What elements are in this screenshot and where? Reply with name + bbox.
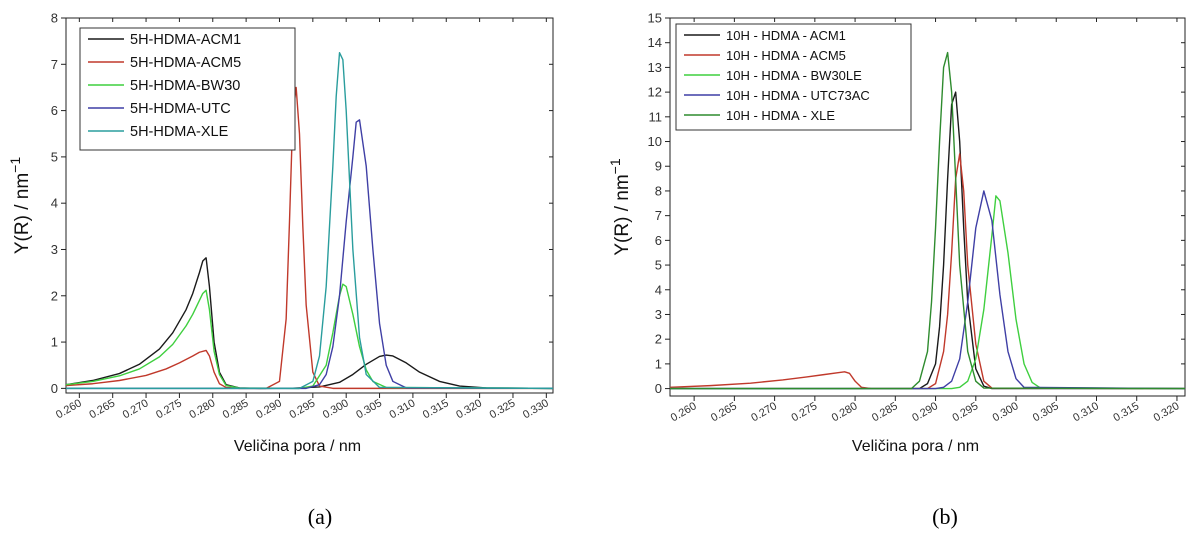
- y-tick-label: 6: [655, 233, 662, 248]
- legend-entry: 10H - HDMA - BW30LE: [726, 68, 862, 83]
- legend-entry: 10H - HDMA - XLE: [726, 108, 835, 123]
- legend-entry: 10H - HDMA - UTC73AC: [726, 88, 870, 103]
- series-line-5: [670, 51, 1185, 390]
- x-tick-label: 0.320: [1152, 400, 1182, 424]
- y-tick-label: 2: [51, 288, 58, 303]
- y-tick-label: 4: [51, 196, 58, 211]
- chart-panel-b: 0.260 0.265 0.270 0.275 0.280 0.285 0.290 0.295…: [607, 11, 1186, 529]
- x-tick-label: 0.275: [790, 400, 820, 424]
- y-tick-label: 2: [655, 332, 662, 347]
- series-line-4: [670, 190, 1185, 390]
- legend-box: [675, 23, 912, 131]
- x-tick-label: 0.295: [950, 400, 980, 424]
- x-tick-label: 0.290: [910, 400, 940, 424]
- legend-entry: 5H-HDMA-XLE: [130, 124, 229, 140]
- x-tick-label: 0.285: [870, 400, 900, 424]
- legend-box: [79, 27, 296, 151]
- legend-entry: 10H - HDMA - ACM5: [726, 48, 846, 63]
- x-tick-label: 0.315: [1111, 400, 1141, 424]
- y-tick-label: 9: [655, 159, 662, 174]
- x-tick-label: 0.305: [354, 397, 384, 421]
- y-tick-label: 11: [649, 109, 663, 124]
- y-tick-label: 1: [655, 356, 662, 371]
- y-axis-title-exponent: −1: [607, 158, 623, 174]
- plot-frame: [669, 17, 1186, 397]
- y-tick-label: 14: [648, 35, 662, 50]
- y-tick-label: 3: [655, 307, 662, 322]
- x-tick-label: 0.310: [388, 397, 418, 421]
- series-line-3: [670, 195, 1185, 390]
- x-tick-label: 0.265: [87, 397, 117, 421]
- x-axis-title: Veličina pora / nm: [852, 438, 979, 455]
- x-tick-label: 0.305: [1031, 400, 1061, 424]
- y-tick-label: 0: [655, 381, 662, 396]
- series-line-4: [66, 119, 553, 390]
- x-tick-label: 0.290: [254, 397, 284, 421]
- x-tick-label: 0.295: [287, 397, 317, 421]
- legend-entry: 10H - HDMA - ACM1: [726, 28, 846, 43]
- x-tick-label: 0.270: [749, 400, 779, 424]
- plot-frame: [65, 17, 554, 394]
- x-axis-title: Veličina pora / nm: [234, 438, 361, 455]
- y-axis-title: Y(R) / nm−1: [7, 157, 33, 254]
- x-tick-label: 0.280: [830, 400, 860, 424]
- y-tick-label: 5: [51, 149, 58, 164]
- figure-caption: (b): [932, 504, 958, 529]
- x-tick-label: 0.265: [709, 400, 739, 424]
- y-tick-label: 12: [648, 85, 662, 100]
- x-tick-label: 0.300: [991, 400, 1021, 424]
- y-tick-label: 8: [655, 183, 662, 198]
- series-line-5: [66, 52, 553, 390]
- series-line-1: [670, 91, 1185, 390]
- y-tick-label: 6: [51, 103, 58, 118]
- x-tick-label: 0.260: [54, 397, 84, 421]
- y-axis-title-exponent: −1: [7, 157, 23, 173]
- series-line-3: [66, 283, 553, 390]
- y-tick-label: 4: [655, 282, 662, 297]
- legend-entry: 5H-HDMA-BW30: [130, 78, 240, 94]
- x-tick-label: 0.310: [1071, 400, 1101, 424]
- y-axis-title: Y(R) / nm−1: [607, 158, 633, 255]
- y-tick-label: 7: [655, 208, 662, 223]
- x-tick-label: 0.285: [221, 397, 251, 421]
- y-tick-label: 1: [51, 335, 58, 350]
- x-tick-label: 0.315: [421, 397, 451, 421]
- x-tick-label: 0.300: [321, 397, 351, 421]
- x-tick-label: 0.330: [521, 397, 551, 421]
- x-tick-label: 0.260: [669, 400, 699, 424]
- legend-entry: 5H-HDMA-ACM5: [130, 55, 241, 71]
- y-tick-label: 8: [51, 11, 58, 26]
- y-tick-label: 15: [648, 11, 662, 26]
- y-tick-label: 7: [51, 57, 58, 72]
- figure-caption: (a): [308, 504, 332, 529]
- y-tick-label: 5: [655, 258, 662, 273]
- x-tick-label: 0.275: [154, 397, 184, 421]
- x-tick-label: 0.280: [187, 397, 217, 421]
- x-tick-label: 0.325: [488, 397, 518, 421]
- legend-entry: 5H-HDMA-ACM1: [130, 32, 241, 48]
- y-tick-label: 10: [648, 134, 662, 149]
- y-axis-title-main: Y(R) / nm: [12, 173, 33, 254]
- legend-entry: 5H-HDMA-UTC: [130, 101, 231, 117]
- y-axis-title-main: Y(R) / nm: [612, 174, 633, 255]
- x-tick-label: 0.320: [454, 397, 484, 421]
- chart-panel-a: 0.260 0.265 0.270 0.275 0.280 0.285 0.290 0.295…: [7, 11, 554, 529]
- y-tick-label: 3: [51, 242, 58, 257]
- y-tick-label: 0: [51, 381, 58, 396]
- x-tick-label: 0.270: [121, 397, 151, 421]
- y-tick-label: 13: [648, 60, 662, 75]
